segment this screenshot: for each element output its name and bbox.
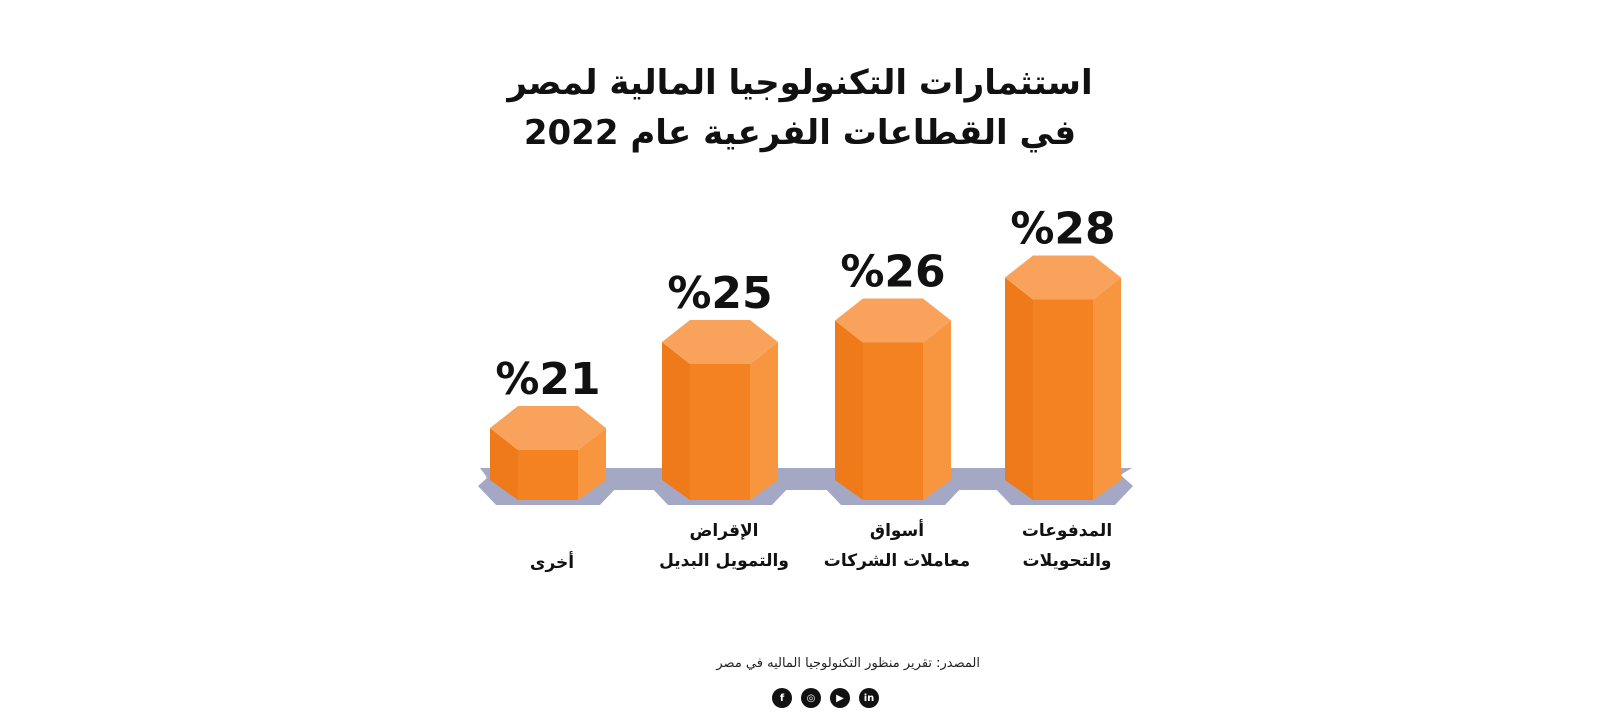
source-note: المصدر: تقرير منظور التكنولوجيا الماليه … — [716, 656, 980, 671]
value-label-3: %26 — [840, 247, 945, 298]
bar-top-cap — [662, 320, 778, 364]
bar-4 — [1005, 255, 1121, 500]
facebook-icon[interactable]: f — [772, 688, 792, 708]
bar-right-face — [1093, 277, 1121, 500]
bar-front-face — [863, 342, 923, 500]
category-label-3-line-1: أسواق — [870, 519, 924, 541]
chart-title-line-1: استثمارات التكنولوجيا المالية لمصر — [507, 63, 1093, 103]
bar-left-face — [490, 428, 518, 500]
youtube-icon[interactable]: ▶ — [830, 688, 850, 708]
value-label-1: %21 — [495, 354, 600, 405]
bar-left-face — [662, 342, 690, 500]
category-label-4-line-1: المدفوعات — [1022, 521, 1112, 541]
chart-title-line-2: في القطاعات الفرعية عام 2022 — [523, 113, 1077, 153]
bar-top-cap — [490, 406, 606, 450]
chart-title: استثمارات التكنولوجيا المالية لمصر في ال… — [500, 58, 1100, 158]
bar-1 — [490, 406, 606, 500]
category-label-2-line-2: والتمويل البديل — [659, 551, 789, 571]
bar-right-face — [578, 428, 606, 500]
base-band — [480, 468, 1132, 490]
bar-right-face — [923, 320, 951, 500]
linkedin-icon[interactable]: in — [859, 688, 879, 708]
bar-front-face — [518, 450, 578, 500]
value-label-4: %28 — [1010, 204, 1115, 255]
bar-left-face — [835, 320, 863, 500]
bars-group: %21 أخرى %25 الإقراض والتمويل البديل %26 أسواق… — [478, 204, 1133, 573]
value-label-2: %25 — [667, 268, 772, 319]
bar-front-face — [690, 364, 750, 500]
bar-right-face — [750, 342, 778, 500]
social-icons: f ◎ ▶ in — [772, 688, 879, 708]
bar-3 — [835, 298, 951, 500]
bar-front-face — [1033, 299, 1093, 500]
category-label-3-line-2: معاملات الشركات — [824, 551, 970, 571]
bar-left-face — [1005, 277, 1033, 500]
category-label-2-line-1: الإقراض — [690, 521, 759, 541]
category-label-4-line-2: والتحويلات — [1022, 551, 1111, 571]
instagram-icon[interactable]: ◎ — [801, 688, 821, 708]
bar-top-cap — [835, 298, 951, 343]
bar-2 — [662, 320, 778, 500]
bar-top-cap — [1005, 255, 1121, 300]
category-label-1-line-1: أخرى — [530, 551, 574, 573]
